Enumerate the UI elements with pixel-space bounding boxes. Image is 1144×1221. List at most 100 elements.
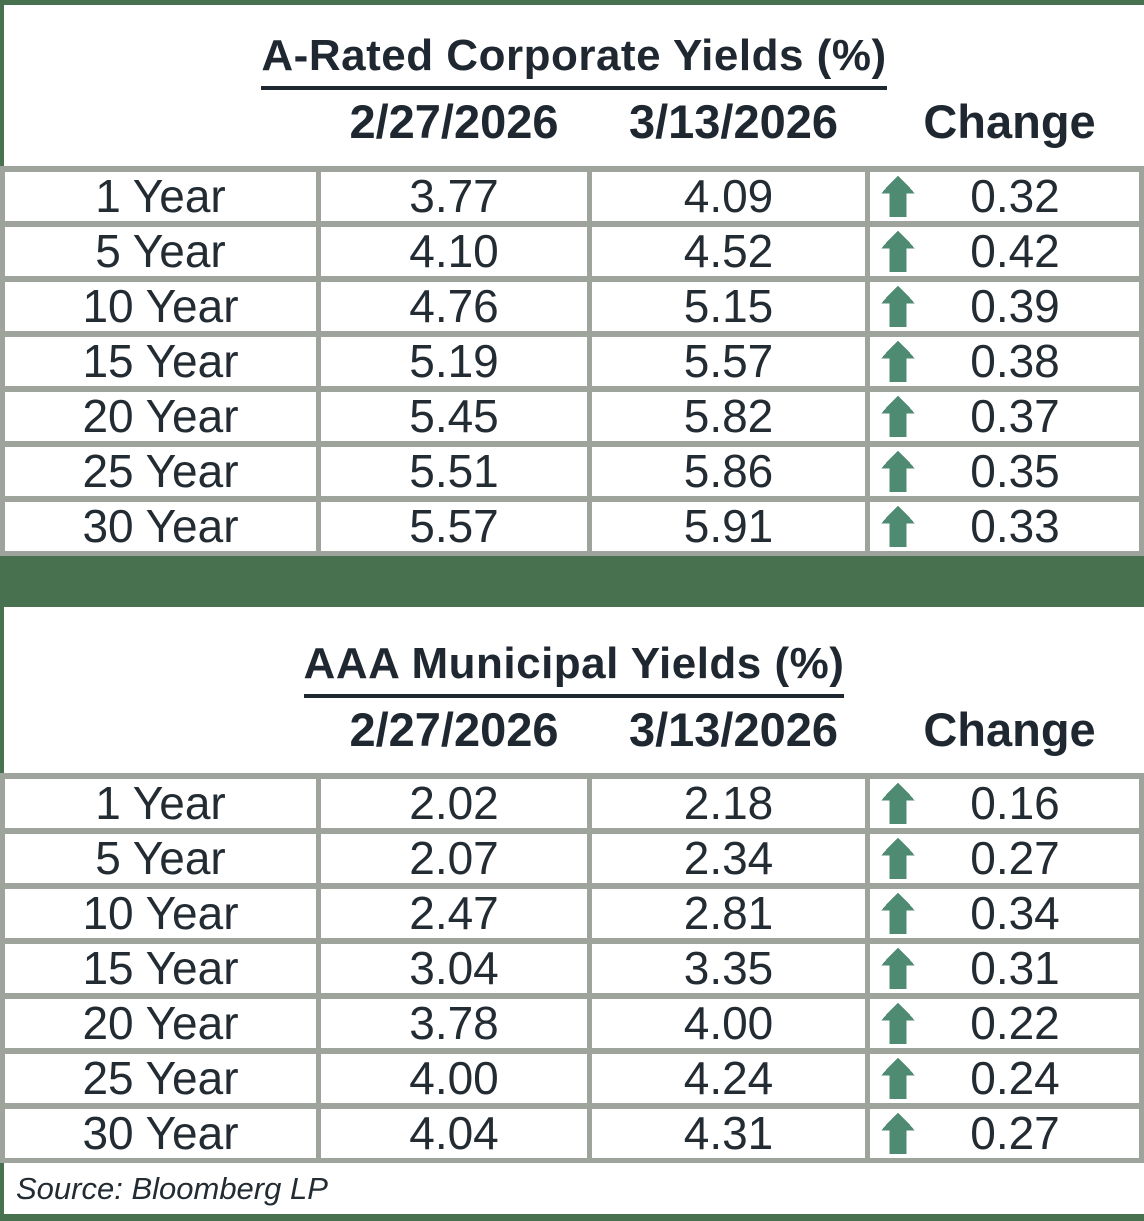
change-value: 0.39 [970, 282, 1060, 331]
curr-yield-value: 2.81 [587, 889, 865, 938]
maturity-label: 15 Year [82, 337, 239, 386]
corporate-yields-column-headers: 2/27/2026 3/13/2026 Change [4, 96, 1144, 148]
maturity-label: 10 Year [82, 282, 239, 331]
change-cell: 0.34 [865, 889, 1139, 938]
maturity-label: 25 Year [82, 447, 239, 496]
change-value: 0.42 [970, 227, 1060, 276]
change-value: 0.37 [970, 392, 1060, 441]
up-arrow-icon [881, 1112, 915, 1155]
change-cell: 0.16 [865, 779, 1139, 828]
prev-yield-value: 5.19 [316, 337, 587, 386]
change-value: 0.22 [970, 999, 1060, 1048]
change-value: 0.32 [970, 172, 1060, 221]
maturity-label: 10 Year [82, 889, 239, 938]
curr-yield-value: 4.52 [587, 227, 865, 276]
change-cell: 0.22 [865, 999, 1139, 1048]
corporate-yields-title-text: A-Rated Corporate Yields (%) [261, 29, 887, 90]
table-row: 30 Year 5.57 5.91 0.33 [5, 496, 1139, 551]
column-header-prev-date: 2/27/2026 [349, 95, 559, 148]
maturity-label: 5 Year [95, 227, 226, 276]
column-header-prev-date: 2/27/2026 [349, 703, 559, 756]
municipal-yields-title: AAA Municipal Yields (%) [4, 637, 1144, 698]
change-value: 0.33 [970, 502, 1060, 551]
bottom-accent-bar [0, 1214, 1144, 1221]
table-row: 10 Year 4.76 5.15 0.39 [5, 276, 1139, 331]
change-cell: 0.37 [865, 392, 1139, 441]
prev-yield-value: 4.10 [316, 227, 587, 276]
change-value: 0.31 [970, 944, 1060, 993]
curr-yield-value: 5.91 [587, 502, 865, 551]
table-row: 5 Year 2.07 2.34 0.27 [5, 828, 1139, 883]
change-cell: 0.31 [865, 944, 1139, 993]
change-cell: 0.32 [865, 172, 1139, 221]
curr-yield-value: 5.57 [587, 337, 865, 386]
corporate-yields-title: A-Rated Corporate Yields (%) [4, 29, 1144, 90]
table-row: 1 Year 3.77 4.09 0.32 [5, 172, 1139, 221]
change-value: 0.27 [970, 1109, 1060, 1158]
prev-yield-value: 3.04 [316, 944, 587, 993]
up-arrow-icon [881, 505, 915, 548]
prev-yield-value: 4.04 [316, 1109, 587, 1158]
curr-yield-value: 5.86 [587, 447, 865, 496]
prev-yield-value: 5.51 [316, 447, 587, 496]
change-value: 0.16 [970, 779, 1060, 828]
change-cell: 0.39 [865, 282, 1139, 331]
section-divider-band [0, 556, 1144, 607]
column-header-curr-date: 3/13/2026 [628, 703, 839, 756]
change-cell: 0.27 [865, 834, 1139, 883]
maturity-label: 1 Year [95, 172, 226, 221]
top-accent-bar [0, 0, 1144, 5]
source-note: Source: Bloomberg LP [0, 1163, 1144, 1214]
curr-yield-value: 2.34 [587, 834, 865, 883]
curr-yield-value: 4.31 [587, 1109, 865, 1158]
prev-yield-value: 2.07 [316, 834, 587, 883]
change-cell: 0.35 [865, 447, 1139, 496]
table-row: 15 Year 5.19 5.57 0.38 [5, 331, 1139, 386]
up-arrow-icon [881, 782, 915, 825]
change-value: 0.27 [970, 834, 1060, 883]
change-value: 0.38 [970, 337, 1060, 386]
up-arrow-icon [881, 285, 915, 328]
maturity-label: 30 Year [82, 502, 239, 551]
prev-yield-value: 5.57 [316, 502, 587, 551]
up-arrow-icon [881, 1002, 915, 1045]
up-arrow-icon [881, 1057, 915, 1100]
curr-yield-value: 4.09 [587, 172, 865, 221]
column-header-change: Change [923, 703, 1096, 756]
table-row: 10 Year 2.47 2.81 0.34 [5, 883, 1139, 938]
up-arrow-icon [881, 947, 915, 990]
change-cell: 0.42 [865, 227, 1139, 276]
up-arrow-icon [881, 450, 915, 493]
up-arrow-icon [881, 230, 915, 273]
curr-yield-value: 5.15 [587, 282, 865, 331]
table-row: 25 Year 4.00 4.24 0.24 [5, 1048, 1139, 1103]
table-row: 5 Year 4.10 4.52 0.42 [5, 221, 1139, 276]
change-value: 0.24 [970, 1054, 1060, 1103]
maturity-label: 15 Year [82, 944, 239, 993]
change-value: 0.35 [970, 447, 1060, 496]
prev-yield-value: 3.77 [316, 172, 587, 221]
municipal-yields-table: 1 Year 2.02 2.18 0.16 5 Year 2.07 2.34 0… [0, 773, 1144, 1163]
corporate-yields-header: A-Rated Corporate Yields (%) 2/27/2026 3… [0, 5, 1144, 166]
table-row: 20 Year 3.78 4.00 0.22 [5, 993, 1139, 1048]
curr-yield-value: 5.82 [587, 392, 865, 441]
up-arrow-icon [881, 395, 915, 438]
up-arrow-icon [881, 837, 915, 880]
change-cell: 0.24 [865, 1054, 1139, 1103]
municipal-yields-column-headers: 2/27/2026 3/13/2026 Change [4, 704, 1144, 756]
column-header-curr-date: 3/13/2026 [628, 95, 839, 148]
prev-yield-value: 3.78 [316, 999, 587, 1048]
municipal-yields-header: AAA Municipal Yields (%) 2/27/2026 3/13/… [0, 607, 1144, 773]
municipal-yields-title-text: AAA Municipal Yields (%) [303, 637, 845, 698]
change-value: 0.34 [970, 889, 1060, 938]
up-arrow-icon [881, 340, 915, 383]
change-cell: 0.33 [865, 502, 1139, 551]
up-arrow-icon [881, 175, 915, 218]
maturity-label: 20 Year [82, 999, 239, 1048]
corporate-yields-table: 1 Year 3.77 4.09 0.32 5 Year 4.10 4.52 0… [0, 166, 1144, 556]
curr-yield-value: 4.24 [587, 1054, 865, 1103]
table-row: 30 Year 4.04 4.31 0.27 [5, 1103, 1139, 1158]
change-cell: 0.27 [865, 1109, 1139, 1158]
prev-yield-value: 4.76 [316, 282, 587, 331]
curr-yield-value: 3.35 [587, 944, 865, 993]
